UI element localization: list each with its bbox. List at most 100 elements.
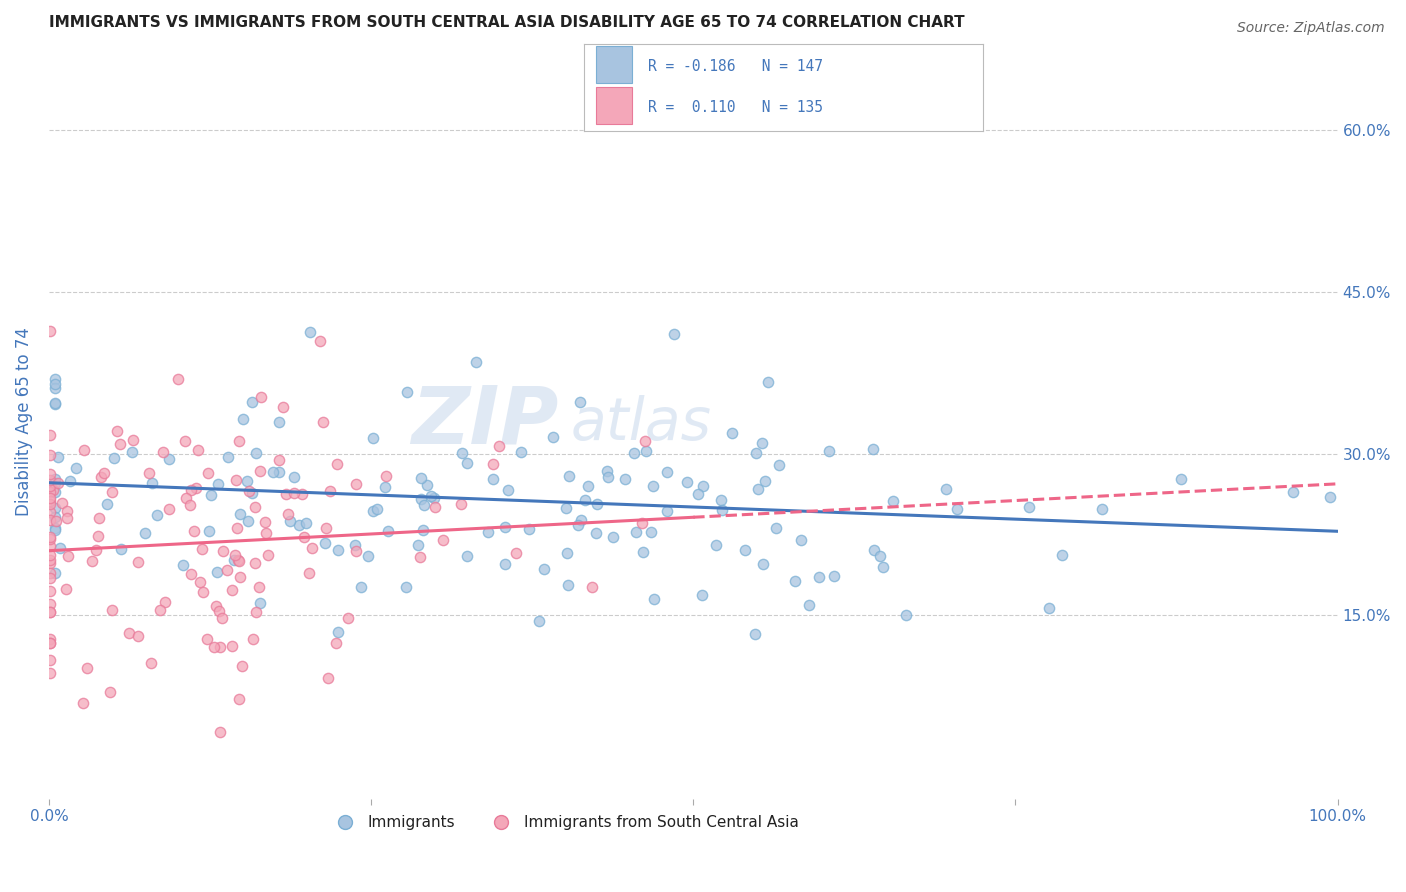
Point (408, 549, 430, 564)
Point (482, 458, 505, 472)
Point (517, 522, 540, 536)
Point (225, 473, 247, 487)
Point (690, 589, 713, 603)
Point (226, 521, 249, 535)
Point (768, 458, 790, 472)
Point (46, 450, 69, 465)
Point (56, 549, 79, 563)
Point (292, 530, 315, 544)
Point (39, 467, 62, 481)
Point (39, 324, 62, 338)
Point (1091, 502, 1114, 516)
Point (134, 525, 156, 540)
Point (1170, 472, 1192, 486)
Point (243, 500, 266, 515)
Point (44, 485, 66, 500)
Point (751, 557, 773, 571)
Point (294, 516, 316, 531)
Point (1018, 500, 1040, 515)
Point (39, 530, 62, 544)
Point (44, 397, 66, 411)
Point (377, 524, 399, 538)
Point (494, 520, 516, 534)
Point (39, 497, 62, 511)
Legend: Immigrants, Immigrants from South Central Asia: Immigrants, Immigrants from South Centra… (323, 809, 806, 837)
Point (557, 578, 579, 592)
Point (692, 479, 714, 493)
Point (1038, 601, 1060, 615)
Point (630, 516, 652, 531)
Point (298, 566, 321, 581)
Point (103, 451, 125, 466)
Point (232, 411, 254, 425)
Point (655, 504, 678, 518)
Point (419, 489, 441, 503)
Point (253, 515, 276, 529)
Point (39, 571, 62, 585)
Point (118, 625, 141, 640)
Point (509, 445, 531, 459)
Point (167, 372, 190, 386)
Point (172, 558, 194, 573)
Point (863, 543, 886, 558)
Point (624, 525, 647, 540)
Point (141, 657, 163, 671)
Point (228, 434, 250, 448)
Point (249, 596, 271, 610)
Point (153, 595, 176, 609)
Point (602, 530, 624, 544)
Point (250, 390, 273, 404)
Point (640, 524, 662, 539)
Point (785, 574, 807, 588)
Point (477, 525, 499, 540)
Point (641, 479, 664, 493)
Point (596, 470, 619, 484)
Point (274, 487, 297, 501)
Point (157, 502, 180, 516)
Point (704, 538, 727, 552)
Point (374, 480, 396, 494)
Point (44, 372, 66, 386)
Point (574, 492, 596, 507)
Point (269, 453, 291, 467)
Point (325, 636, 347, 650)
Point (39, 597, 62, 611)
Point (197, 524, 219, 538)
Point (567, 518, 589, 533)
Point (51, 496, 73, 510)
Point (262, 466, 284, 480)
Point (39, 539, 62, 553)
Point (336, 611, 359, 625)
Point (818, 444, 841, 458)
Point (105, 425, 128, 439)
Point (44, 500, 66, 515)
Point (409, 492, 432, 507)
Point (65, 460, 87, 475)
Point (249, 464, 271, 478)
Point (568, 395, 591, 409)
Point (505, 546, 527, 560)
Point (228, 692, 250, 706)
Text: IMMIGRANTS VS IMMIGRANTS FROM SOUTH CENTRAL ASIA DISABILITY AGE 65 TO 74 CORRELA: IMMIGRANTS VS IMMIGRANTS FROM SOUTH CENT… (49, 15, 965, 30)
Point (869, 549, 891, 563)
Point (267, 465, 290, 479)
Point (45, 515, 67, 529)
Point (288, 518, 311, 533)
Point (39, 566, 62, 581)
Point (44, 381, 66, 395)
Point (412, 524, 434, 538)
Point (44, 521, 66, 535)
Point (231, 659, 253, 673)
Point (245, 606, 267, 620)
Point (39, 584, 62, 599)
Point (174, 491, 197, 505)
Point (179, 499, 201, 513)
Point (56, 504, 79, 518)
Point (676, 475, 699, 489)
Point (278, 515, 301, 529)
Point (614, 472, 637, 486)
Point (361, 431, 384, 445)
Point (271, 400, 294, 414)
Point (39, 474, 62, 488)
Point (221, 582, 243, 597)
